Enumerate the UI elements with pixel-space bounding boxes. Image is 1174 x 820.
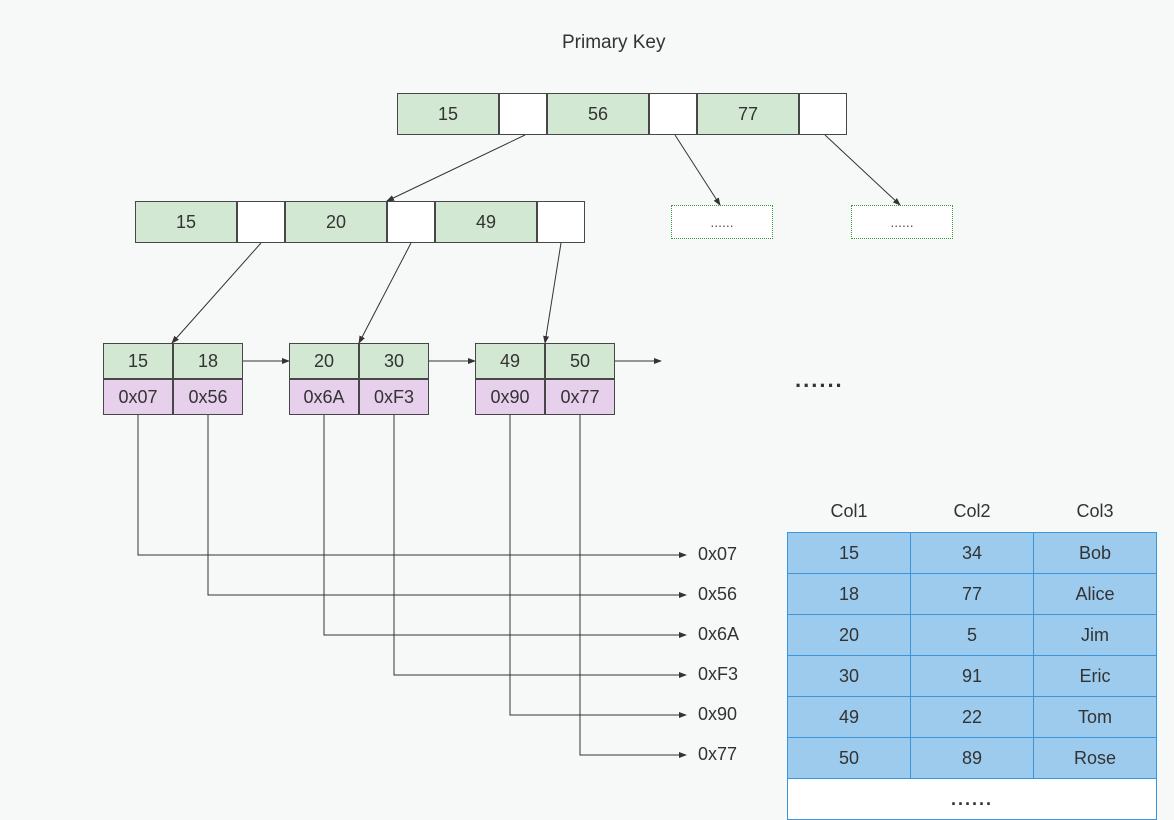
- pointer-address-label: 0x6A: [698, 624, 739, 645]
- table-cell: 18: [788, 574, 911, 615]
- pointer-address-label: 0xF3: [698, 664, 738, 685]
- table-cell: 22: [911, 697, 1034, 738]
- table-row: 4922Tom: [788, 697, 1157, 738]
- table-row-empty: ......: [788, 779, 1157, 820]
- mid-ptr-cell: [237, 201, 285, 243]
- table-header: Col3: [1034, 495, 1157, 533]
- table-row: 5089Rose: [788, 738, 1157, 779]
- table-cell: Jim: [1034, 615, 1157, 656]
- table-cell: 49: [788, 697, 911, 738]
- leaf-ellipsis: ......: [795, 367, 844, 393]
- root-ptr-cell: [499, 93, 547, 135]
- table-row: 3091Eric: [788, 656, 1157, 697]
- mid-ptr-cell: [387, 201, 435, 243]
- leaf-key-cell: 18: [173, 343, 243, 379]
- table-header: Col1: [788, 495, 911, 533]
- table-cell: 50: [788, 738, 911, 779]
- table-cell: Tom: [1034, 697, 1157, 738]
- table-cell: 77: [911, 574, 1034, 615]
- mid-key-cell: 20: [285, 201, 387, 243]
- table-cell: 15: [788, 533, 911, 574]
- leaf-ptr-cell: 0x56: [173, 379, 243, 415]
- pointer-address-label: 0x07: [698, 544, 737, 565]
- leaf-ptr-cell: 0x77: [545, 379, 615, 415]
- table-cell: 34: [911, 533, 1034, 574]
- table-cell: 5: [911, 615, 1034, 656]
- table-cell: 20: [788, 615, 911, 656]
- table-row: 205Jim: [788, 615, 1157, 656]
- table-cell: Bob: [1034, 533, 1157, 574]
- leaf-key-cell: 15: [103, 343, 173, 379]
- root-key-cell: 15: [397, 93, 499, 135]
- leaf-ptr-cell: 0xF3: [359, 379, 429, 415]
- table-cell: 89: [911, 738, 1034, 779]
- collapsed-node: ......: [851, 205, 953, 239]
- mid-key-cell: 15: [135, 201, 237, 243]
- leaf-key-cell: 20: [289, 343, 359, 379]
- root-ptr-cell: [799, 93, 847, 135]
- collapsed-node: ......: [671, 205, 773, 239]
- table-cell: 91: [911, 656, 1034, 697]
- leaf-ptr-cell: 0x07: [103, 379, 173, 415]
- leaf-key-cell: 49: [475, 343, 545, 379]
- root-ptr-cell: [649, 93, 697, 135]
- pointer-address-label: 0x90: [698, 704, 737, 725]
- leaf-ptr-cell: 0x6A: [289, 379, 359, 415]
- leaf-key-cell: 30: [359, 343, 429, 379]
- table-cell: Rose: [1034, 738, 1157, 779]
- table-cell: 30: [788, 656, 911, 697]
- mid-ptr-cell: [537, 201, 585, 243]
- table-cell: Alice: [1034, 574, 1157, 615]
- table-row: 1877Alice: [788, 574, 1157, 615]
- pointer-address-label: 0x56: [698, 584, 737, 605]
- pointer-address-label: 0x77: [698, 744, 737, 765]
- root-key-cell: 56: [547, 93, 649, 135]
- table-header: Col2: [911, 495, 1034, 533]
- data-table: Col1Col2Col31534Bob1877Alice205Jim3091Er…: [787, 495, 1157, 820]
- diagram-title: Primary Key: [562, 32, 665, 54]
- diagram-canvas: Primary Key155677152049............15180…: [0, 0, 1174, 795]
- mid-key-cell: 49: [435, 201, 537, 243]
- leaf-ptr-cell: 0x90: [475, 379, 545, 415]
- table-ellipsis-cell: ......: [788, 779, 1157, 820]
- leaf-key-cell: 50: [545, 343, 615, 379]
- table-cell: Eric: [1034, 656, 1157, 697]
- table-row: 1534Bob: [788, 533, 1157, 574]
- root-key-cell: 77: [697, 93, 799, 135]
